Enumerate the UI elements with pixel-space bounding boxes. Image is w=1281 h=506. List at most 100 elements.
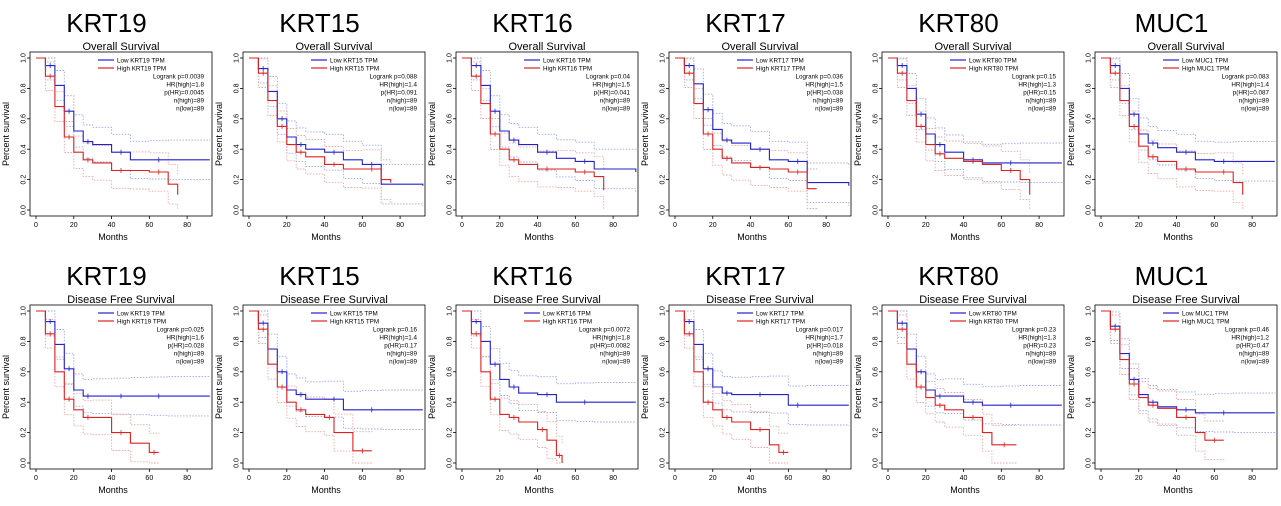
x-tick-label: 60 (145, 475, 153, 482)
y-tick-label: 0.6 (873, 367, 880, 377)
x-tick-label: 60 (1210, 222, 1218, 229)
legend-stat-text: p(HR)=0.23 (1023, 343, 1056, 350)
x-tick-label: 20 (283, 222, 291, 229)
y-tick-label: 0.2 (447, 175, 454, 185)
x-axis-label: Months (311, 232, 341, 242)
plot-title: Disease Free Survival (919, 294, 1027, 306)
legend-stat-text: n(high)=89 (1239, 351, 1270, 358)
legend-stat-text: n(high)=89 (1026, 351, 1057, 358)
x-tick-label: 0 (673, 475, 677, 482)
legend-stat-text: HR(high)=1.8 (166, 82, 204, 89)
ci-lower-line (36, 58, 178, 210)
x-tick-label: 20 (70, 475, 78, 482)
legend-high-label: High KRT17 TPM (756, 319, 805, 326)
legend-high-label: High KRT16 TPM (543, 66, 592, 73)
x-tick-label: 0 (247, 475, 251, 482)
y-tick-label: 0.2 (234, 428, 241, 438)
legend-stat-text: HR(high)=1.3 (1018, 82, 1056, 89)
legend-stat-text: Logrank p=0.083 (1222, 74, 1270, 81)
y-tick-label: 0.0 (873, 205, 880, 215)
y-axis-label: Percent survival (1, 102, 11, 166)
legend-stat-text: HR(high)=1.7 (805, 335, 843, 342)
legend-stat-text: n(high)=89 (387, 98, 418, 105)
y-tick-label: 0.8 (873, 336, 880, 346)
y-tick-label: 0.4 (660, 144, 667, 154)
high-expression-curve (675, 311, 788, 452)
legend-high-label: High MUC1 TPM (1182, 319, 1229, 326)
legend-stat-text: n(high)=89 (600, 98, 631, 105)
y-tick-label: 0.8 (447, 83, 454, 93)
x-tick-label: 0 (1099, 222, 1103, 229)
legend-stat-text: p(HR)=0.47 (1236, 343, 1269, 350)
survival-panel: KRT17 Overall Survival 0.0 0.2 0.4 0.6 0.8 1.0 0… (639, 0, 852, 253)
legend-stat-text: HR(high)=1.4 (379, 335, 417, 342)
y-tick-label: 0.6 (234, 114, 241, 124)
x-tick-label: 40 (747, 222, 755, 229)
y-tick-label: 0.8 (660, 83, 667, 93)
x-tick-label: 40 (1173, 475, 1181, 482)
plot-title: Overall Survival (295, 41, 372, 53)
gene-title: KRT17 (639, 8, 852, 39)
legend-stat-text: p(HR)=0.041 (594, 90, 631, 97)
gene-title: KRT19 (0, 8, 213, 39)
x-tick-label: 80 (396, 475, 404, 482)
gene-title: MUC1 (1065, 8, 1278, 39)
plot-title: Overall Survival (1147, 41, 1224, 53)
y-tick-label: 0.2 (447, 428, 454, 438)
x-tick-label: 20 (922, 222, 930, 229)
legend-stat-text: n(high)=89 (813, 351, 844, 358)
legend-low-label: Low KRT80 TPM (969, 58, 1017, 65)
legend-stat-text: p(HR)=0.17 (384, 343, 417, 350)
x-tick-label: 0 (886, 222, 890, 229)
legend-stat-text: Logrank p=0.017 (796, 327, 844, 334)
x-tick-label: 40 (960, 475, 968, 482)
y-tick-label: 0.8 (234, 336, 241, 346)
ci-lower-line (888, 58, 1030, 210)
km-plot: Overall Survival 0.0 0.2 0.4 0.6 0.8 1.0 0 20 40 6… (1065, 38, 1278, 250)
x-tick-label: 80 (609, 222, 617, 229)
y-tick-label: 0.8 (873, 83, 880, 93)
y-tick-label: 1.0 (660, 306, 667, 316)
high-expression-curve (249, 311, 372, 451)
x-axis-label: Months (524, 485, 554, 495)
gene-title: KRT15 (213, 8, 426, 39)
y-tick-label: 0.6 (21, 367, 28, 377)
gene-title: KRT17 (639, 261, 852, 292)
km-plot: Disease Free Survival 0.0 0.2 0.4 0.6 0.8 1.0 0… (852, 291, 1065, 503)
legend-stat-text: HR(high)=1.8 (592, 335, 630, 342)
plot-title: Disease Free Survival (493, 294, 601, 306)
survival-panel: KRT16 Disease Free Survival 0.0 0.2 0.4 0.6 0.… (426, 253, 639, 506)
ci-upper-line (675, 311, 788, 433)
plot-title: Disease Free Survival (67, 294, 175, 306)
y-tick-label: 0.4 (447, 144, 454, 154)
y-tick-label: 0.6 (447, 367, 454, 377)
legend-low-label: Low KRT15 TPM (330, 311, 378, 318)
legend-stat-text: HR(high)=1.4 (1231, 82, 1269, 89)
legend-stat-text: Logrank p=0.16 (373, 327, 417, 334)
legend-stat-text: p(HR)=0.15 (1023, 90, 1056, 97)
y-tick-label: 0.8 (21, 83, 28, 93)
legend-low-label: Low KRT16 TPM (543, 58, 591, 65)
y-tick-label: 0.6 (21, 114, 28, 124)
legend-stat-text: Logrank p=0.04 (586, 74, 630, 81)
legend-stat-text: HR(high)=1.2 (1231, 335, 1269, 342)
legend-stat-text: n(low)=89 (1028, 359, 1056, 366)
legend-high-label: High KRT16 TPM (543, 319, 592, 326)
legend-stat-text: n(high)=89 (813, 98, 844, 105)
y-tick-label: 1.0 (873, 306, 880, 316)
y-axis-label: Percent survival (640, 355, 650, 419)
legend-stat-text: Logrank p=0.036 (796, 74, 844, 81)
y-tick-label: 1.0 (234, 53, 241, 63)
y-tick-label: 0.8 (660, 336, 667, 346)
legend-low-label: Low KRT17 TPM (756, 311, 804, 318)
x-tick-label: 20 (496, 475, 504, 482)
plot-title: Disease Free Survival (706, 294, 814, 306)
legend-stat-text: n(low)=89 (1241, 359, 1269, 366)
x-axis-label: Months (950, 232, 980, 242)
legend-stat-text: n(high)=89 (387, 351, 418, 358)
x-tick-label: 80 (822, 475, 830, 482)
x-tick-label: 80 (1248, 475, 1256, 482)
legend-high-label: High KRT15 TPM (330, 319, 379, 326)
y-tick-label: 1.0 (873, 53, 880, 63)
x-tick-label: 80 (1035, 222, 1043, 229)
